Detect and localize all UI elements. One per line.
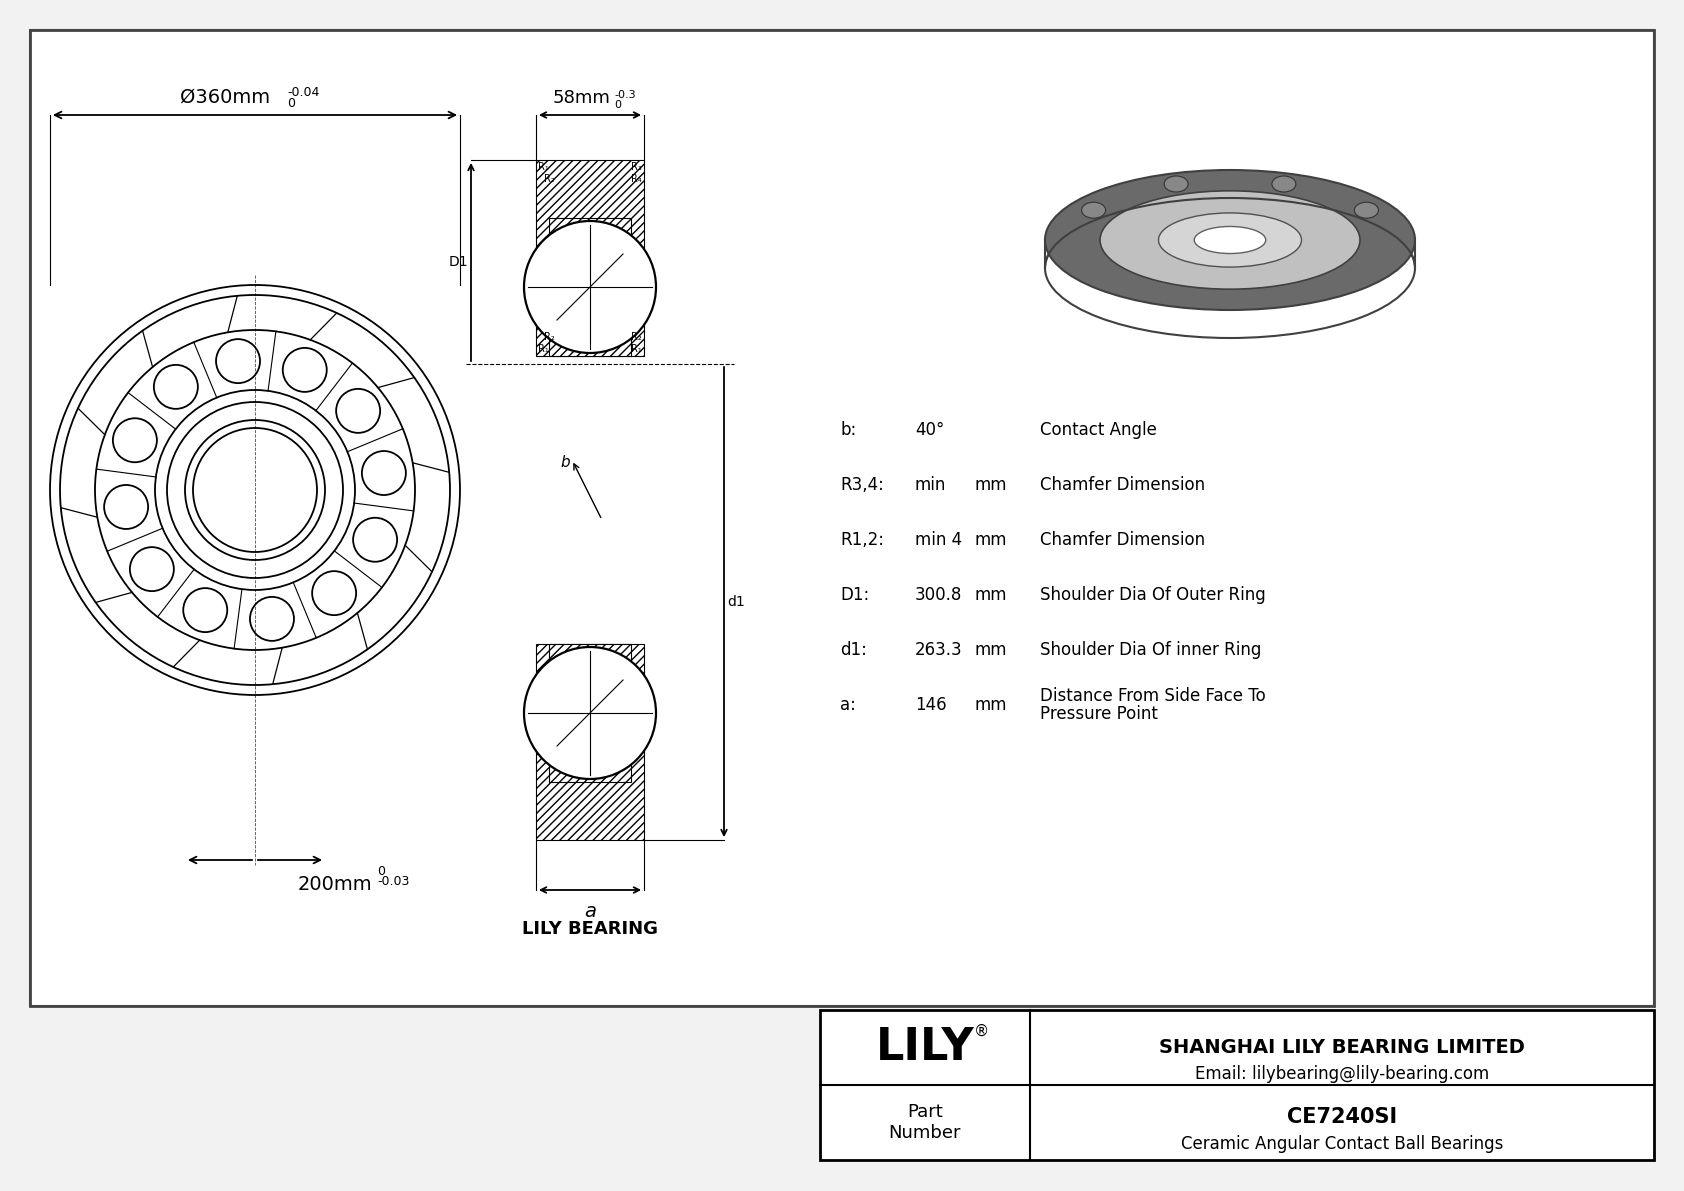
Ellipse shape xyxy=(1046,170,1415,310)
Bar xyxy=(536,160,643,356)
Text: -0.3: -0.3 xyxy=(615,91,635,100)
Bar xyxy=(549,218,632,356)
Text: a: a xyxy=(584,902,596,921)
Ellipse shape xyxy=(1164,176,1189,192)
Text: 0: 0 xyxy=(377,865,386,878)
Text: a:: a: xyxy=(840,696,855,713)
Text: 0: 0 xyxy=(286,96,295,110)
Text: R₂: R₂ xyxy=(544,174,554,183)
Text: LILY BEARING: LILY BEARING xyxy=(522,919,658,939)
Ellipse shape xyxy=(1271,176,1297,192)
Text: R₁: R₁ xyxy=(537,162,549,172)
Text: min: min xyxy=(914,476,946,494)
Text: Chamfer Dimension: Chamfer Dimension xyxy=(1041,531,1206,549)
Text: 58mm: 58mm xyxy=(552,89,611,107)
Text: R₃: R₃ xyxy=(632,162,642,172)
Text: mm: mm xyxy=(975,531,1007,549)
Bar xyxy=(549,644,632,782)
Text: R₁: R₁ xyxy=(537,344,549,354)
Ellipse shape xyxy=(1354,202,1379,218)
Text: min 4: min 4 xyxy=(914,531,962,549)
Text: R₁: R₁ xyxy=(632,344,642,354)
Text: Ceramic Angular Contact Ball Bearings: Ceramic Angular Contact Ball Bearings xyxy=(1180,1135,1504,1153)
Text: d1:: d1: xyxy=(840,641,867,659)
Text: Shoulder Dia Of Outer Ring: Shoulder Dia Of Outer Ring xyxy=(1041,586,1266,604)
Circle shape xyxy=(524,222,657,353)
Text: Part
Number: Part Number xyxy=(889,1103,962,1142)
Text: Email: lilybearing@lily-bearing.com: Email: lilybearing@lily-bearing.com xyxy=(1196,1065,1489,1083)
Text: b: b xyxy=(561,455,569,470)
Text: R1,2:: R1,2: xyxy=(840,531,884,549)
Text: R₄: R₄ xyxy=(632,174,642,183)
Bar xyxy=(30,30,1654,1006)
Text: R3,4:: R3,4: xyxy=(840,476,884,494)
Text: R₂: R₂ xyxy=(632,332,642,342)
Text: mm: mm xyxy=(975,696,1007,713)
Bar xyxy=(820,1010,1654,1160)
Text: 146: 146 xyxy=(914,696,946,713)
Ellipse shape xyxy=(1081,202,1106,218)
Text: 0: 0 xyxy=(615,100,621,110)
Circle shape xyxy=(524,647,657,779)
Text: Chamfer Dimension: Chamfer Dimension xyxy=(1041,476,1206,494)
Bar xyxy=(536,644,643,840)
Text: 200mm: 200mm xyxy=(298,875,372,894)
Text: -0.04: -0.04 xyxy=(286,86,320,99)
Text: CE7240SI: CE7240SI xyxy=(1287,1106,1398,1127)
Text: Distance From Side Face To: Distance From Side Face To xyxy=(1041,687,1266,705)
Text: mm: mm xyxy=(975,586,1007,604)
Text: D1:: D1: xyxy=(840,586,869,604)
Text: Shoulder Dia Of inner Ring: Shoulder Dia Of inner Ring xyxy=(1041,641,1261,659)
Text: ®: ® xyxy=(973,1024,989,1039)
Text: Pressure Point: Pressure Point xyxy=(1041,705,1159,723)
Text: 40°: 40° xyxy=(914,420,945,439)
Text: d1: d1 xyxy=(727,596,744,609)
Text: Contact Angle: Contact Angle xyxy=(1041,420,1157,439)
Bar xyxy=(30,30,1654,1006)
Ellipse shape xyxy=(1194,226,1266,254)
Text: 300.8: 300.8 xyxy=(914,586,962,604)
Text: D1: D1 xyxy=(448,255,468,269)
Ellipse shape xyxy=(1159,213,1302,267)
Text: -0.03: -0.03 xyxy=(377,875,409,888)
Text: 263.3: 263.3 xyxy=(914,641,963,659)
Text: R₂: R₂ xyxy=(544,332,554,342)
Text: mm: mm xyxy=(975,641,1007,659)
Text: Ø360mm: Ø360mm xyxy=(180,88,269,107)
Text: mm: mm xyxy=(975,476,1007,494)
Text: SHANGHAI LILY BEARING LIMITED: SHANGHAI LILY BEARING LIMITED xyxy=(1159,1039,1526,1056)
Ellipse shape xyxy=(1100,191,1361,289)
Text: LILY: LILY xyxy=(876,1025,975,1070)
Text: b:: b: xyxy=(840,420,855,439)
